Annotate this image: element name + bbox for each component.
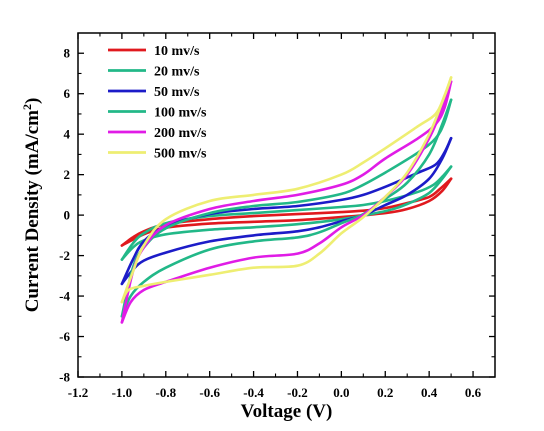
x-tick-label: -0.2 [287, 385, 308, 400]
y-tick-label: -4 [59, 289, 70, 304]
y-axis-title-main: Current Density (mA/cm [22, 110, 43, 312]
series-3-loop [120, 136, 453, 286]
legend-label: 200 mv/s [154, 126, 207, 141]
series-1-reverse-sweep [120, 177, 453, 247]
x-tick-label: -0.4 [243, 385, 264, 400]
y-axis-title-close: ) [22, 98, 43, 104]
y-axis-title-sup: 2 [20, 104, 34, 110]
series-6-loop [120, 76, 453, 304]
legend: 10 mv/s 20 mv/s 50 mv/s 100 mv/s 200 mv/s 500… [108, 44, 207, 162]
y-tick-label: 2 [64, 167, 71, 182]
legend-label: 100 mv/s [154, 106, 207, 121]
series-3-forward-sweep [120, 136, 453, 286]
x-tick-label: 0.4 [421, 385, 438, 400]
legend-label: 20 mv/s [154, 65, 200, 80]
series-4-forward-sweep [120, 98, 453, 318]
plot-frame [77, 32, 496, 378]
series-5-forward-sweep [120, 80, 453, 324]
series-curves [120, 76, 453, 324]
x-tick-label: -1.2 [68, 385, 89, 400]
x-tick-label: -0.8 [155, 385, 176, 400]
legend-label: 500 mv/s [154, 147, 207, 162]
y-tick-label: 6 [64, 86, 71, 101]
axis-ticks: -1.2 -1.0 -0.8 -0.6 -0.4 -0.2 0.0 0.2 0.4 0.6 -8 -6… [59, 33, 495, 400]
y-tick-label: -2 [59, 248, 70, 263]
y-tick-label: 8 [64, 46, 71, 61]
x-tick-label: 0.0 [333, 385, 349, 400]
legend-label: 50 mv/s [154, 85, 200, 100]
y-axis-title: Current Density (mA/cm2) [20, 98, 43, 313]
x-tick-label: 0.2 [377, 385, 393, 400]
y-tick-label: -8 [59, 370, 70, 385]
series-2-reverse-sweep [120, 165, 453, 261]
x-tick-label: -0.6 [199, 385, 220, 400]
legend-label: 10 mv/s [154, 44, 200, 59]
x-tick-label: -1.0 [112, 385, 133, 400]
y-tick-label: 4 [64, 127, 71, 142]
y-tick-label: -6 [59, 329, 70, 344]
y-tick-label: 0 [64, 208, 71, 223]
series-6-reverse-sweep [120, 76, 453, 304]
x-axis-title: Voltage (V) [241, 401, 333, 422]
x-tick-label: 0.6 [465, 385, 482, 400]
series-6-forward-sweep [120, 76, 453, 304]
series-3-reverse-sweep [120, 136, 453, 286]
